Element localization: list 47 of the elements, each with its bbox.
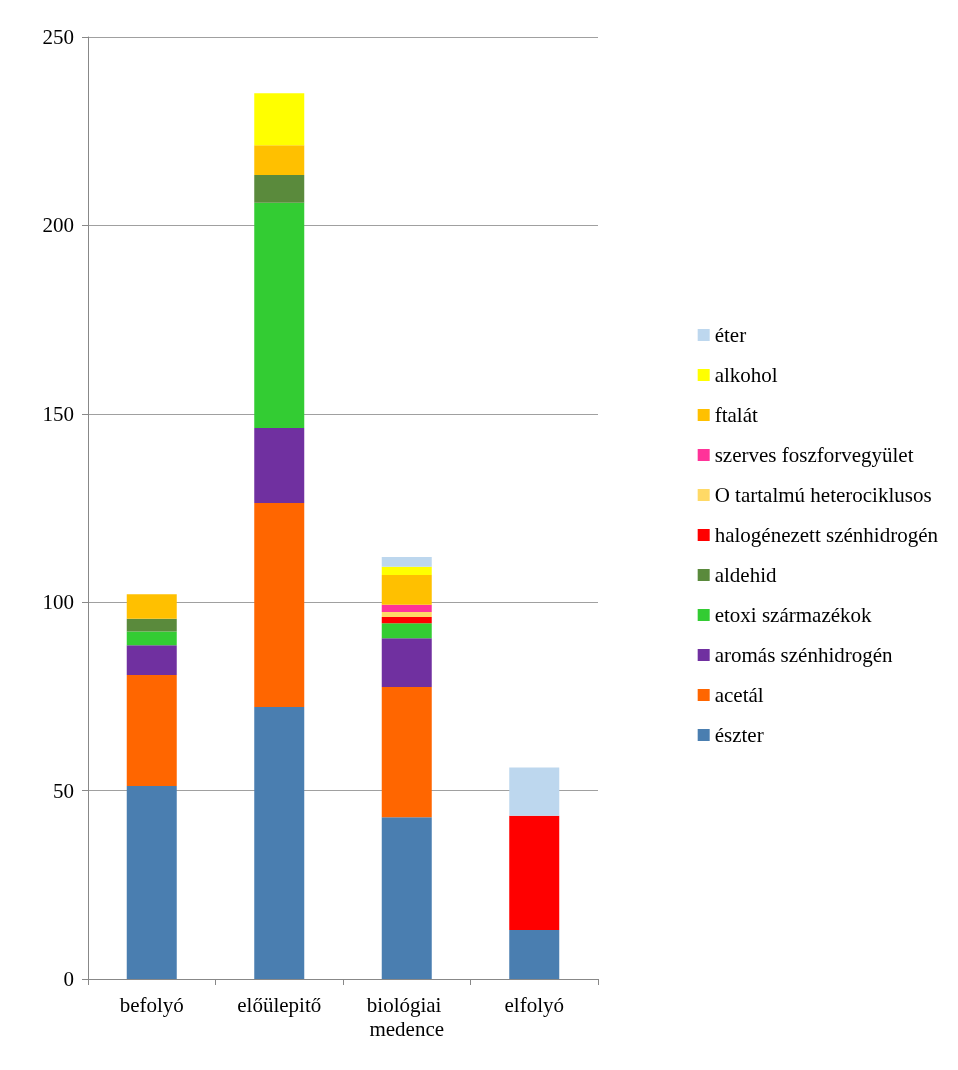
legend-label: acetál (714, 683, 764, 707)
bar (381, 638, 432, 687)
y-tick-label: 250 (42, 25, 74, 49)
legend-label: O tartalmú heterociklusos (714, 483, 932, 507)
legend-label: aldehid (714, 563, 777, 587)
x-tick-label: befolyó (119, 993, 184, 1017)
bar (381, 616, 432, 624)
bar (509, 767, 560, 816)
legend-label: szerves foszforvegyület (714, 443, 914, 467)
bar (254, 202, 305, 429)
bar (381, 604, 432, 612)
legend-label: éter (714, 323, 747, 347)
y-tick-label: 150 (42, 401, 74, 426)
bar (126, 674, 177, 787)
legend-label: halogénezett szénhidrogén (714, 523, 939, 547)
bar (254, 428, 305, 504)
bar (381, 566, 432, 576)
bar (381, 623, 432, 639)
y-tick-label: 200 (42, 213, 74, 238)
y-tick-label: 100 (42, 590, 74, 615)
y-tick-label: 0 (63, 967, 74, 991)
x-tick-label: elfolyó (504, 993, 564, 1017)
legend-label: etoxi származékok (714, 603, 873, 627)
bar (254, 503, 305, 707)
x-tick-label: előülepitő (237, 993, 322, 1017)
legend-label: alkohol (714, 363, 778, 387)
bar (381, 817, 432, 979)
bar (126, 786, 177, 979)
bar (509, 815, 560, 931)
legend-label: aromás szénhidrogén (714, 643, 894, 667)
bar (254, 145, 305, 175)
bar (126, 618, 177, 632)
bar (381, 686, 432, 818)
bar (509, 930, 560, 979)
bar (254, 174, 305, 203)
legend-label: észter (714, 723, 764, 747)
y-tick-label: 50 (53, 778, 74, 803)
bar (381, 575, 432, 605)
bar (254, 93, 305, 146)
bar (126, 631, 177, 646)
bar (254, 706, 305, 979)
bar (126, 594, 177, 619)
x-tick-label: biológiai medence (366, 993, 447, 1041)
bar (126, 645, 177, 675)
legend-label: ftalát (714, 403, 758, 427)
bar (381, 612, 432, 617)
bar (381, 556, 432, 567)
